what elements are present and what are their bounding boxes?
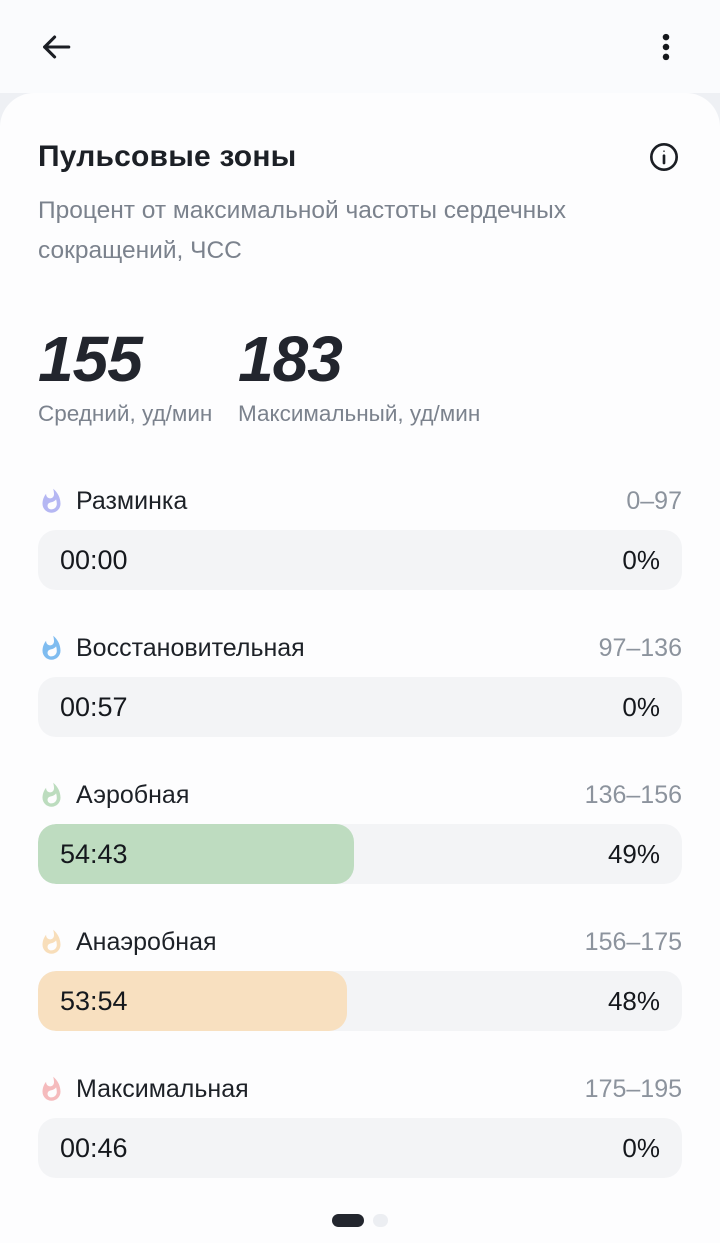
zone-percent: 0% [622,544,660,575]
zone-progress-bar: 54:43 49% [38,824,682,884]
pulse-zones-card: Пульсовые зоны Процент от максимальной ч… [0,93,720,1243]
zone-percent: 0% [622,1132,660,1163]
zone-time: 00:57 [60,691,128,722]
zones-list: Разминка 0–97 00:00 0% Восстановите [38,487,682,1178]
max-hr-value: 183 [238,323,343,395]
page-title: Пульсовые зоны [38,140,297,173]
stat-max-hr: 183 Максимальный, уд/мин [238,327,480,427]
overflow-menu-button[interactable] [644,25,688,69]
stats-row: 155 Средний, уд/мин 183 Максимальный, уд… [38,327,682,427]
zone-row-warmup: Разминка 0–97 00:00 0% [38,487,682,590]
zone-time: 00:46 [60,1132,128,1163]
zone-head: Анаэробная 156–175 [38,928,682,957]
zone-percent: 49% [607,838,660,869]
page-subtitle: Процент от максимальной частоты сердечны… [38,197,567,264]
back-button[interactable] [34,25,78,69]
zone-row-anaerobic: Анаэробная 156–175 53:54 48% [38,928,682,1031]
flame-icon [38,782,65,809]
page-indicator [38,1214,682,1227]
zone-row-aerobic: Аэробная 136–156 54:43 49% [38,781,682,884]
zone-name: Аэробная [76,781,190,809]
zone-range: 175–195 [584,1075,682,1103]
zone-name: Максимальная [76,1075,249,1103]
zone-bar-fill [38,824,354,884]
average-hr-value: 155 [38,323,143,395]
zone-range: 0–97 [626,487,682,515]
flame-icon [38,1076,65,1103]
info-icon [648,141,680,173]
zone-name: Восстановительная [76,634,305,662]
zone-progress-bar: 00:00 0% [38,530,682,590]
page-indicator-active [332,1214,364,1227]
stat-average-hr: 155 Средний, уд/мин [38,327,238,427]
flame-icon [38,929,65,956]
zone-bar-fill [38,971,348,1031]
title-row: Пульсовые зоны [38,139,682,175]
flame-icon [38,488,65,515]
zone-head: Максимальная 175–195 [38,1075,682,1104]
zone-head: Восстановительная 97–136 [38,634,682,663]
zone-progress-bar: 00:57 0% [38,677,682,737]
flame-icon [38,635,65,662]
zone-row-maximum: Максимальная 175–195 00:46 0% [38,1075,682,1178]
app-bar [0,0,720,93]
zone-head: Аэробная 136–156 [38,781,682,810]
kebab-menu-icon [649,30,683,64]
average-hr-label: Средний, уд/мин [38,401,213,426]
arrow-left-icon [39,30,73,64]
zone-name: Разминка [76,487,188,515]
zone-progress-bar: 00:46 0% [38,1118,682,1178]
page-indicator-inactive [373,1214,388,1227]
zone-range: 136–156 [584,781,682,809]
zone-progress-bar: 53:54 48% [38,971,682,1031]
zone-range: 97–136 [598,634,682,662]
zone-head: Разминка 0–97 [38,487,682,516]
zone-row-recovery: Восстановительная 97–136 00:57 0% [38,634,682,737]
info-button[interactable] [646,139,682,175]
max-hr-label: Максимальный, уд/мин [238,401,481,426]
zone-time: 53:54 [60,985,128,1016]
zone-percent: 0% [622,691,660,722]
card-backdrop: Пульсовые зоны Процент от максимальной ч… [0,93,720,1243]
zone-name: Анаэробная [76,928,217,956]
zone-percent: 48% [607,985,660,1016]
zone-range: 156–175 [584,928,682,956]
zone-time: 00:00 [60,544,128,575]
zone-time: 54:43 [60,838,128,869]
